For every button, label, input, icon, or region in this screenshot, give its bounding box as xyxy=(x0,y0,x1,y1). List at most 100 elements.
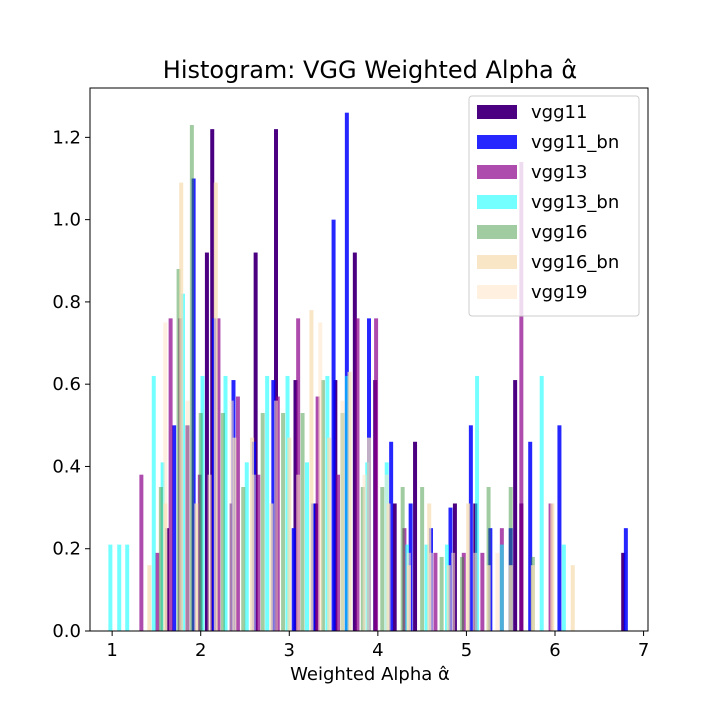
bar-vgg13_bn-13 xyxy=(344,375,349,631)
bar-vgg11_bn-20 xyxy=(623,528,628,631)
bar-vgg16_bn-21 xyxy=(550,503,555,631)
bar-vgg13-6 xyxy=(235,396,240,631)
bar-vgg11-6 xyxy=(274,129,278,631)
bar-vgg13-19 xyxy=(519,162,524,632)
chart-title: Histogram: VGG Weighted Alpha α̂ xyxy=(163,56,577,84)
legend-swatch-vgg11 xyxy=(477,105,517,119)
legend-label-vgg11_bn: vgg11_bn xyxy=(531,132,619,153)
legend-label-vgg16_bn: vgg16_bn xyxy=(531,252,619,273)
bar-vgg13-7 xyxy=(256,474,261,631)
bar-vgg19-11 xyxy=(406,552,411,631)
legend-label-vgg11: vgg11 xyxy=(531,102,587,123)
bar-vgg11_bn-18 xyxy=(528,441,533,631)
bar-vgg16_bn-11 xyxy=(347,371,352,631)
x-tick-label-6: 7 xyxy=(638,640,649,661)
legend-swatch-vgg11_bn xyxy=(477,135,517,149)
bar-vgg16_bn-8 xyxy=(287,437,292,631)
bar-vgg11_bn-15 xyxy=(468,425,473,631)
bar-vgg16_bn-16 xyxy=(446,565,451,631)
bars-layer xyxy=(108,112,628,632)
x-tick-label-5: 6 xyxy=(549,640,560,661)
legend: vgg11 vgg11_bn vgg13 vgg13_bn vgg16 vgg16_bnv… xyxy=(468,95,640,317)
bar-vgg16_bn-10 xyxy=(327,437,332,631)
bar-vgg13-17 xyxy=(480,552,485,631)
bar-vgg16-17 xyxy=(486,487,491,631)
bar-vgg13_bn-9 xyxy=(265,375,270,631)
bar-vgg16_bn-0 xyxy=(147,565,152,631)
bar-vgg11-16 xyxy=(513,380,518,631)
bar-vgg19-1 xyxy=(185,400,190,631)
bar-vgg11-2 xyxy=(204,252,209,632)
legend-label-vgg19: vgg19 xyxy=(531,282,587,303)
bar-vgg13-13 xyxy=(374,318,379,631)
bar-vgg16_bn-2 xyxy=(179,182,184,632)
bar-vgg16-14 xyxy=(420,487,425,631)
bar-vgg13_bn-3 xyxy=(151,375,156,631)
legend-swatch-vgg16 xyxy=(477,225,517,239)
bar-vgg11-10 xyxy=(352,252,357,632)
bar-vgg16_bn-12 xyxy=(367,437,371,631)
bar-vgg11_bn-6 xyxy=(291,528,296,631)
bar-vgg13_bn-0 xyxy=(108,544,113,631)
x-tick-label-3: 4 xyxy=(372,640,383,661)
bar-vgg13_bn-19 xyxy=(475,375,480,631)
plot-frame xyxy=(89,87,649,632)
bar-vgg16_bn-7 xyxy=(269,503,274,631)
bar-vgg19-2 xyxy=(207,474,212,631)
bar-vgg19-3 xyxy=(229,400,234,631)
bar-vgg16_bn-19 xyxy=(508,565,513,631)
bar-vgg16-0 xyxy=(158,487,163,631)
bar-vgg13_bn-20 xyxy=(499,544,504,631)
bar-vgg13_bn-8 xyxy=(244,462,249,631)
bar-vgg13-2 xyxy=(168,318,173,631)
y-tick-label-3: 0.6 xyxy=(52,374,81,395)
bar-vgg11-18 xyxy=(621,552,626,631)
x-axis-label: Weighted Alpha α̂ xyxy=(290,664,450,685)
bar-vgg11_bn-19 xyxy=(557,425,562,631)
bar-vgg16-15 xyxy=(439,556,444,631)
bar-vgg13-0 xyxy=(139,474,144,631)
bar-vgg16-13 xyxy=(400,487,405,631)
legend-swatch-vgg13_bn xyxy=(477,195,517,209)
bar-vgg16_bn-17 xyxy=(466,503,471,631)
legend-label-vgg13: vgg13 xyxy=(531,162,587,183)
bar-vgg13-11 xyxy=(336,474,340,631)
axes-layer: 1 2 3 4 5 6 7 0.0 0.2 0.4 0.6 0.8 1.0 1.2 xyxy=(52,87,649,661)
bar-vgg16_bn-20 xyxy=(530,565,535,631)
bar-vgg16-6 xyxy=(260,412,265,631)
bar-vgg11-12 xyxy=(392,503,397,631)
x-tick-label-2: 3 xyxy=(284,640,295,661)
bar-vgg16_bn-5 xyxy=(232,437,237,631)
bar-vgg13-15 xyxy=(433,552,438,631)
bar-vgg13_bn-1 xyxy=(117,544,122,631)
bar-vgg16-16 xyxy=(460,556,464,631)
bar-vgg13_bn-4 xyxy=(160,462,165,631)
bar-vgg19-13 xyxy=(451,552,456,631)
bar-vgg19-5 xyxy=(274,400,278,631)
y-tick-label-4: 0.8 xyxy=(52,292,81,313)
x-tick-label-1: 2 xyxy=(195,640,206,661)
bar-vgg11_bn-9 xyxy=(344,112,349,632)
bar-vgg13-12 xyxy=(355,318,360,631)
bar-vgg19-12 xyxy=(429,552,433,631)
bar-vgg16-5 xyxy=(241,487,246,631)
bar-vgg16-7 xyxy=(281,412,286,631)
bar-vgg16-1 xyxy=(176,269,181,631)
legend-swatch-vgg19 xyxy=(477,285,517,299)
bar-vgg13-1 xyxy=(155,552,160,631)
bar-vgg16-12 xyxy=(380,487,385,631)
y-tick-label-1: 0.2 xyxy=(52,539,81,560)
bar-vgg19-9 xyxy=(362,474,367,631)
bar-vgg16-2 xyxy=(189,125,194,632)
bar-vgg13_bn-6 xyxy=(200,375,205,631)
bar-vgg13-14 xyxy=(402,528,407,631)
bar-vgg19-10 xyxy=(384,474,389,631)
legend-label-vgg16: vgg16 xyxy=(531,222,587,243)
bar-vgg13_bn-2 xyxy=(125,544,130,631)
bar-vgg16-9 xyxy=(320,380,325,631)
bar-vgg19-6 xyxy=(296,474,301,631)
bar-vgg13-5 xyxy=(216,318,221,631)
bar-vgg16_bn-18 xyxy=(486,565,491,631)
bar-vgg11-7 xyxy=(293,380,298,631)
bar-vgg16-18 xyxy=(508,487,513,631)
